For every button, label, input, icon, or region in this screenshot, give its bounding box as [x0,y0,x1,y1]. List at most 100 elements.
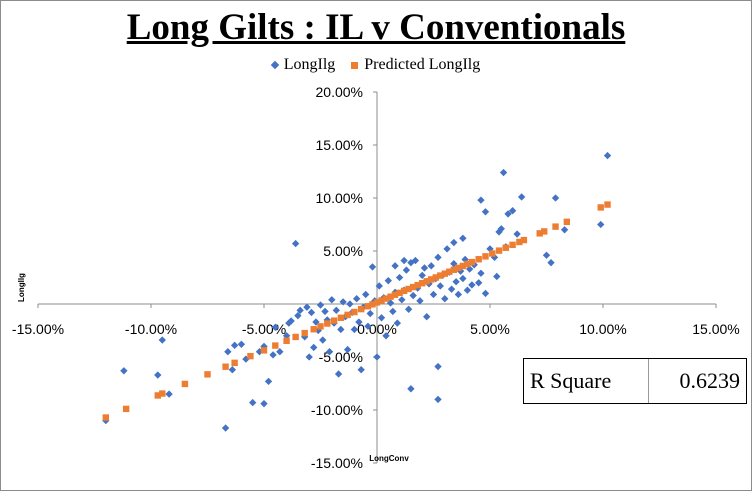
data-point-predicted [337,314,345,321]
data-point-longilg [493,272,501,281]
data-point-predicted [419,280,426,287]
data-point-predicted [597,204,604,211]
x-axis-title: LongConv [369,454,409,463]
data-point-predicted [301,329,308,337]
data-point-longilg [391,262,399,270]
data-point-longilg [321,307,329,316]
data-point-longilg [404,305,413,313]
data-point-longilg [459,274,467,283]
data-point-predicted [455,264,462,272]
x-tick-label: 5.00% [470,321,510,337]
data-point-predicted [283,337,290,344]
data-point-longilg [377,314,386,322]
data-point-longilg [287,317,295,325]
data-point-longilg [366,309,374,318]
data-point-longilg [357,366,365,374]
data-point-predicted [405,285,412,293]
y-axis-title: LongIlg [17,273,26,302]
data-point-predicted [396,289,403,297]
data-point-predicted [382,295,390,302]
data-point-longilg [454,290,463,299]
data-point-longilg [603,151,612,160]
data-point-longilg [517,193,526,201]
data-point-predicted [563,218,571,226]
data-point-longilg [305,353,313,361]
data-point-longilg [307,308,316,317]
series-predicted-longilg [102,201,611,421]
data-point-longilg [398,296,406,304]
data-point-predicted [409,283,417,291]
y-tick-label: 5.00% [323,243,363,259]
data-point-longilg [230,341,239,350]
x-tick-label: 0.00% [357,321,397,337]
data-point-longilg [597,220,605,229]
data-point-longilg [375,282,383,290]
data-point-longilg [409,291,417,300]
data-point-longilg [319,336,327,344]
data-point-longilg [350,325,359,334]
data-point-longilg [434,253,442,262]
data-point-longilg [352,295,361,303]
data-point-longilg [450,238,458,247]
data-point-longilg [339,298,347,306]
y-tick-label: -5.00% [319,349,363,365]
data-point-predicted [378,297,385,304]
data-point-longilg [400,256,408,265]
data-point-longilg [416,297,424,305]
data-point-predicted [387,293,394,300]
data-point-longilg [477,269,485,277]
data-point-longilg [551,194,560,202]
data-point-longilg [542,251,551,259]
data-point-predicted [489,250,496,257]
data-point-predicted [423,278,430,285]
axis-titles: LongConv LongIlg [17,273,409,463]
data-point-longilg [395,273,404,282]
data-point-longilg [420,264,429,272]
data-point-predicted [509,241,516,249]
data-point-longilg [364,322,372,330]
data-point-longilg [343,345,352,354]
data-point-longilg [346,300,354,308]
data-point-predicted [604,201,611,208]
data-point-longilg [224,348,232,356]
data-point-longilg [418,271,426,280]
data-point-predicted [520,236,528,244]
data-point-longilg [513,230,521,238]
data-point-predicted [159,390,166,397]
data-point-predicted [441,270,448,277]
data-point-predicted [464,260,471,268]
legend: LongIlg Predicted LongIlg [0,56,752,74]
data-point-predicted [272,342,279,349]
data-point-predicted [459,262,467,270]
data-point-longilg [328,296,336,304]
data-point-predicted [344,311,351,319]
data-point-longilg [560,226,569,234]
chart-title: Long Gilts : IL v Conventionals [126,7,626,48]
data-point-predicted [391,291,399,298]
data-point-longilg [332,306,340,315]
data-point-predicted [154,392,161,399]
data-point-predicted [317,323,324,330]
data-point-predicted [541,228,548,235]
legend-label-predicted: Predicted LongIlg [364,56,481,73]
data-point-predicted [373,299,381,306]
data-point-predicted [181,380,189,388]
data-point-longilg [389,307,397,316]
data-point-longilg [547,258,555,267]
data-point-predicted [310,326,317,333]
data-point-longilg [373,353,381,361]
data-point-predicted [364,303,372,310]
square-marker-icon [351,61,359,69]
data-point-longilg [499,168,508,177]
data-point-longilg [303,303,311,311]
data-point-predicted [450,266,458,273]
data-point-longilg [237,340,246,348]
data-point-longilg [249,398,257,407]
data-point-predicted [400,287,408,295]
data-point-predicted [516,238,523,246]
data-point-predicted [222,363,229,370]
data-point-longilg [158,336,166,344]
data-point-longilg [120,367,128,375]
data-point-longilg [291,239,300,248]
data-point-predicted [428,276,435,283]
